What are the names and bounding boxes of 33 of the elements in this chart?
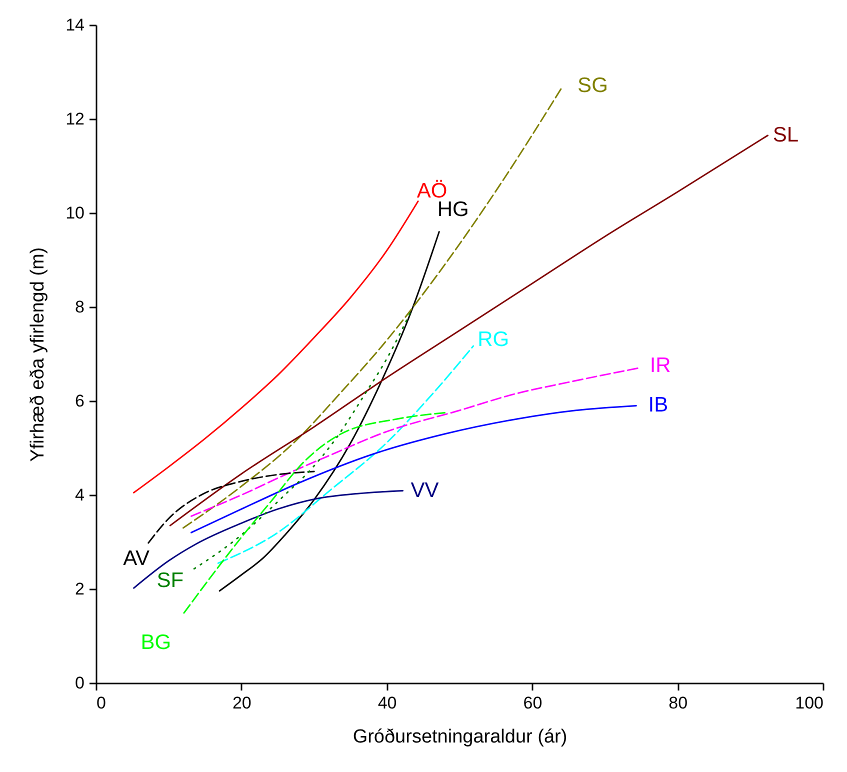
y-tick-label: 2 bbox=[75, 580, 84, 598]
y-tick-label: 0 bbox=[75, 674, 84, 692]
line-series bbox=[169, 134, 768, 526]
line-series bbox=[218, 231, 440, 592]
x-tick-label: 60 bbox=[523, 694, 542, 712]
x-axis-title: Gróðursetningaraldur (ár) bbox=[352, 726, 568, 748]
line-series bbox=[183, 412, 446, 614]
x-tick-label: 80 bbox=[668, 694, 688, 712]
series-label: SF bbox=[156, 568, 184, 592]
series-label: VV bbox=[410, 478, 439, 502]
series-label: RG bbox=[478, 328, 510, 352]
y-tick-label: 12 bbox=[66, 110, 84, 128]
line-series bbox=[190, 367, 640, 517]
series-label: IR bbox=[650, 354, 671, 378]
y-axis-title: Yfirhæð eða yfirlengd (m) bbox=[28, 247, 49, 462]
line-series bbox=[148, 470, 315, 544]
line-series bbox=[217, 345, 474, 564]
line-series bbox=[190, 404, 637, 534]
y-tick-label: 4 bbox=[75, 486, 84, 504]
x-tick-label: 40 bbox=[378, 694, 397, 712]
x-tick-label: 0 bbox=[96, 694, 106, 712]
series-label: AV bbox=[123, 546, 150, 570]
line-series bbox=[193, 310, 412, 570]
x-tick-label: 20 bbox=[232, 694, 252, 712]
y-tick-label: 8 bbox=[75, 298, 84, 316]
x-tick-label: 100 bbox=[795, 694, 824, 712]
series-label: SG bbox=[578, 74, 608, 98]
series-label: SL bbox=[772, 123, 799, 146]
series-label: IB bbox=[648, 394, 668, 417]
y-tick-label: 6 bbox=[75, 392, 84, 410]
y-tick-label: 14 bbox=[66, 16, 84, 34]
series-label: BG bbox=[140, 630, 172, 654]
y-tick-label: 10 bbox=[66, 204, 84, 222]
